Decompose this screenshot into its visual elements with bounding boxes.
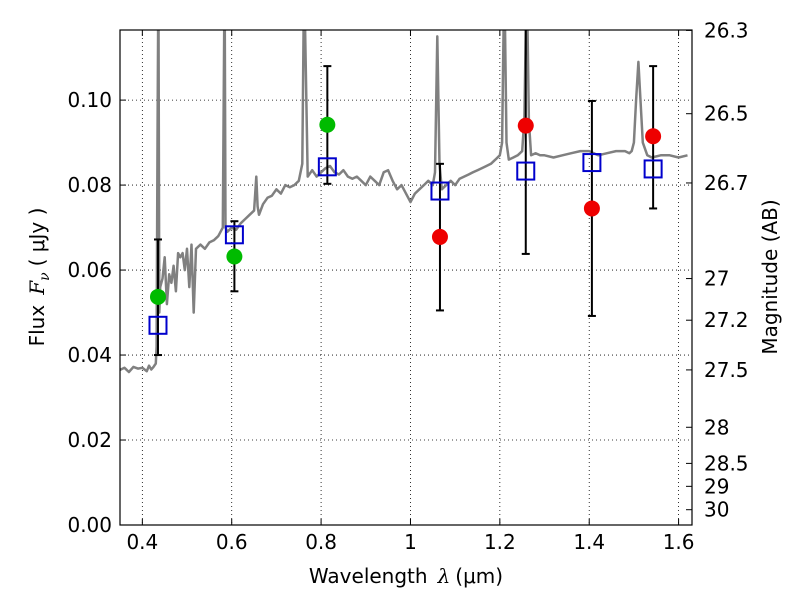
y2-tick-label: 27.2	[704, 308, 749, 332]
plot-frame	[119, 29, 693, 526]
model-point	[430, 181, 450, 201]
y2-tick-label: 28	[704, 415, 729, 439]
y-tick-label: 0.08	[67, 173, 112, 197]
model-point	[224, 225, 244, 245]
data-markers	[148, 116, 663, 335]
y-tick-label: 0.06	[67, 258, 112, 282]
y2-tick-label: 26.3	[704, 18, 749, 42]
data-point	[583, 200, 600, 217]
y-tick-label: 0.10	[67, 88, 112, 112]
data-point	[319, 116, 336, 133]
y2-axis-label: Magnitude (AB)	[758, 199, 782, 354]
y-tick-label: 0.04	[67, 343, 112, 367]
x-tick-label: 1.4	[573, 530, 605, 554]
data-point	[149, 288, 166, 305]
model-point	[643, 159, 663, 179]
y2-tick-label: 26.5	[704, 102, 749, 126]
y-tick-label: 0.00	[67, 513, 112, 537]
spectrum-line	[120, 30, 688, 374]
y-tick-label: 0.02	[67, 428, 112, 452]
error-bar	[521, 30, 530, 255]
model-spectrum	[120, 30, 688, 374]
y-axis-label: FluxFν( μJy )	[25, 208, 53, 347]
x-tick-label: 1.6	[663, 530, 695, 554]
model-point	[317, 157, 337, 177]
y2-tick-label: 30	[704, 498, 729, 522]
y2-tick-label: 27.5	[704, 358, 749, 382]
x-tick-label: 1.2	[484, 530, 516, 554]
axis-ticks: 0.4 0.6 0.8 1 1.2 1.4 1.6 0.00 0.02 0.04 0.06 0.08 0…	[67, 18, 748, 554]
data-point	[431, 228, 448, 245]
model-point	[516, 161, 536, 181]
x-tick-label: 0.8	[305, 530, 337, 554]
x-tick-label: 0.6	[216, 530, 248, 554]
y2-tick-label: 28.5	[704, 451, 749, 475]
y2-tick-label: 27	[704, 267, 729, 291]
y2-tick-label: 26.7	[704, 171, 749, 195]
model-point	[148, 315, 168, 335]
data-point	[517, 117, 534, 134]
data-point	[645, 128, 662, 145]
x-tick-label: 1	[404, 530, 417, 554]
grid	[120, 30, 692, 525]
x-axis-label: Wavelength λ (μm)	[309, 564, 503, 588]
model-point	[582, 153, 602, 173]
data-point	[226, 248, 243, 265]
y2-tick-label: 29	[704, 474, 729, 498]
x-tick-label: 0.4	[126, 530, 158, 554]
